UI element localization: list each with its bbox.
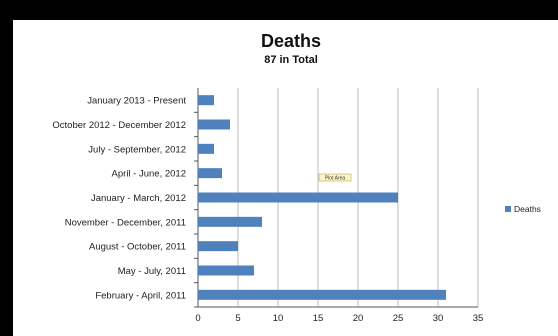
category-label: August - October, 2011 [89, 242, 186, 253]
category-label: July - September, 2012 [88, 144, 186, 155]
category-label: January 2013 - Present [87, 96, 186, 107]
bar [198, 265, 254, 276]
bar [198, 95, 214, 106]
legend-label: Deaths [514, 204, 541, 214]
plot-area-tooltip-text: Plot Area [325, 176, 346, 182]
chart-frame [10, 16, 558, 336]
chart-subtitle: 87 in Total [264, 54, 318, 66]
x-tick-label: 5 [235, 313, 240, 324]
x-tick-label: 0 [195, 313, 200, 324]
category-label: May - July, 2011 [118, 266, 186, 277]
category-label: April - June, 2012 [112, 169, 186, 180]
x-tick-label: 15 [313, 313, 324, 324]
x-tick-label: 10 [273, 313, 284, 324]
plot-area-tooltip [318, 173, 352, 182]
x-tick-label: 20 [353, 313, 364, 324]
bar [198, 289, 446, 300]
chart-title: Deaths [261, 31, 321, 51]
category-label: February - April, 2011 [95, 290, 186, 301]
x-tick-label: 35 [473, 313, 484, 324]
bar [198, 168, 222, 179]
bar [198, 241, 238, 252]
bar [198, 192, 398, 203]
category-label: November - December, 2011 [65, 217, 186, 228]
bar [198, 216, 262, 227]
legend-swatch [505, 206, 511, 212]
category-label: January - March, 2012 [91, 193, 186, 204]
category-label: October 2012 - December 2012 [52, 120, 186, 131]
bar [198, 119, 230, 130]
x-tick-label: 25 [393, 313, 404, 324]
x-tick-label: 30 [433, 313, 444, 324]
bar [198, 143, 214, 154]
